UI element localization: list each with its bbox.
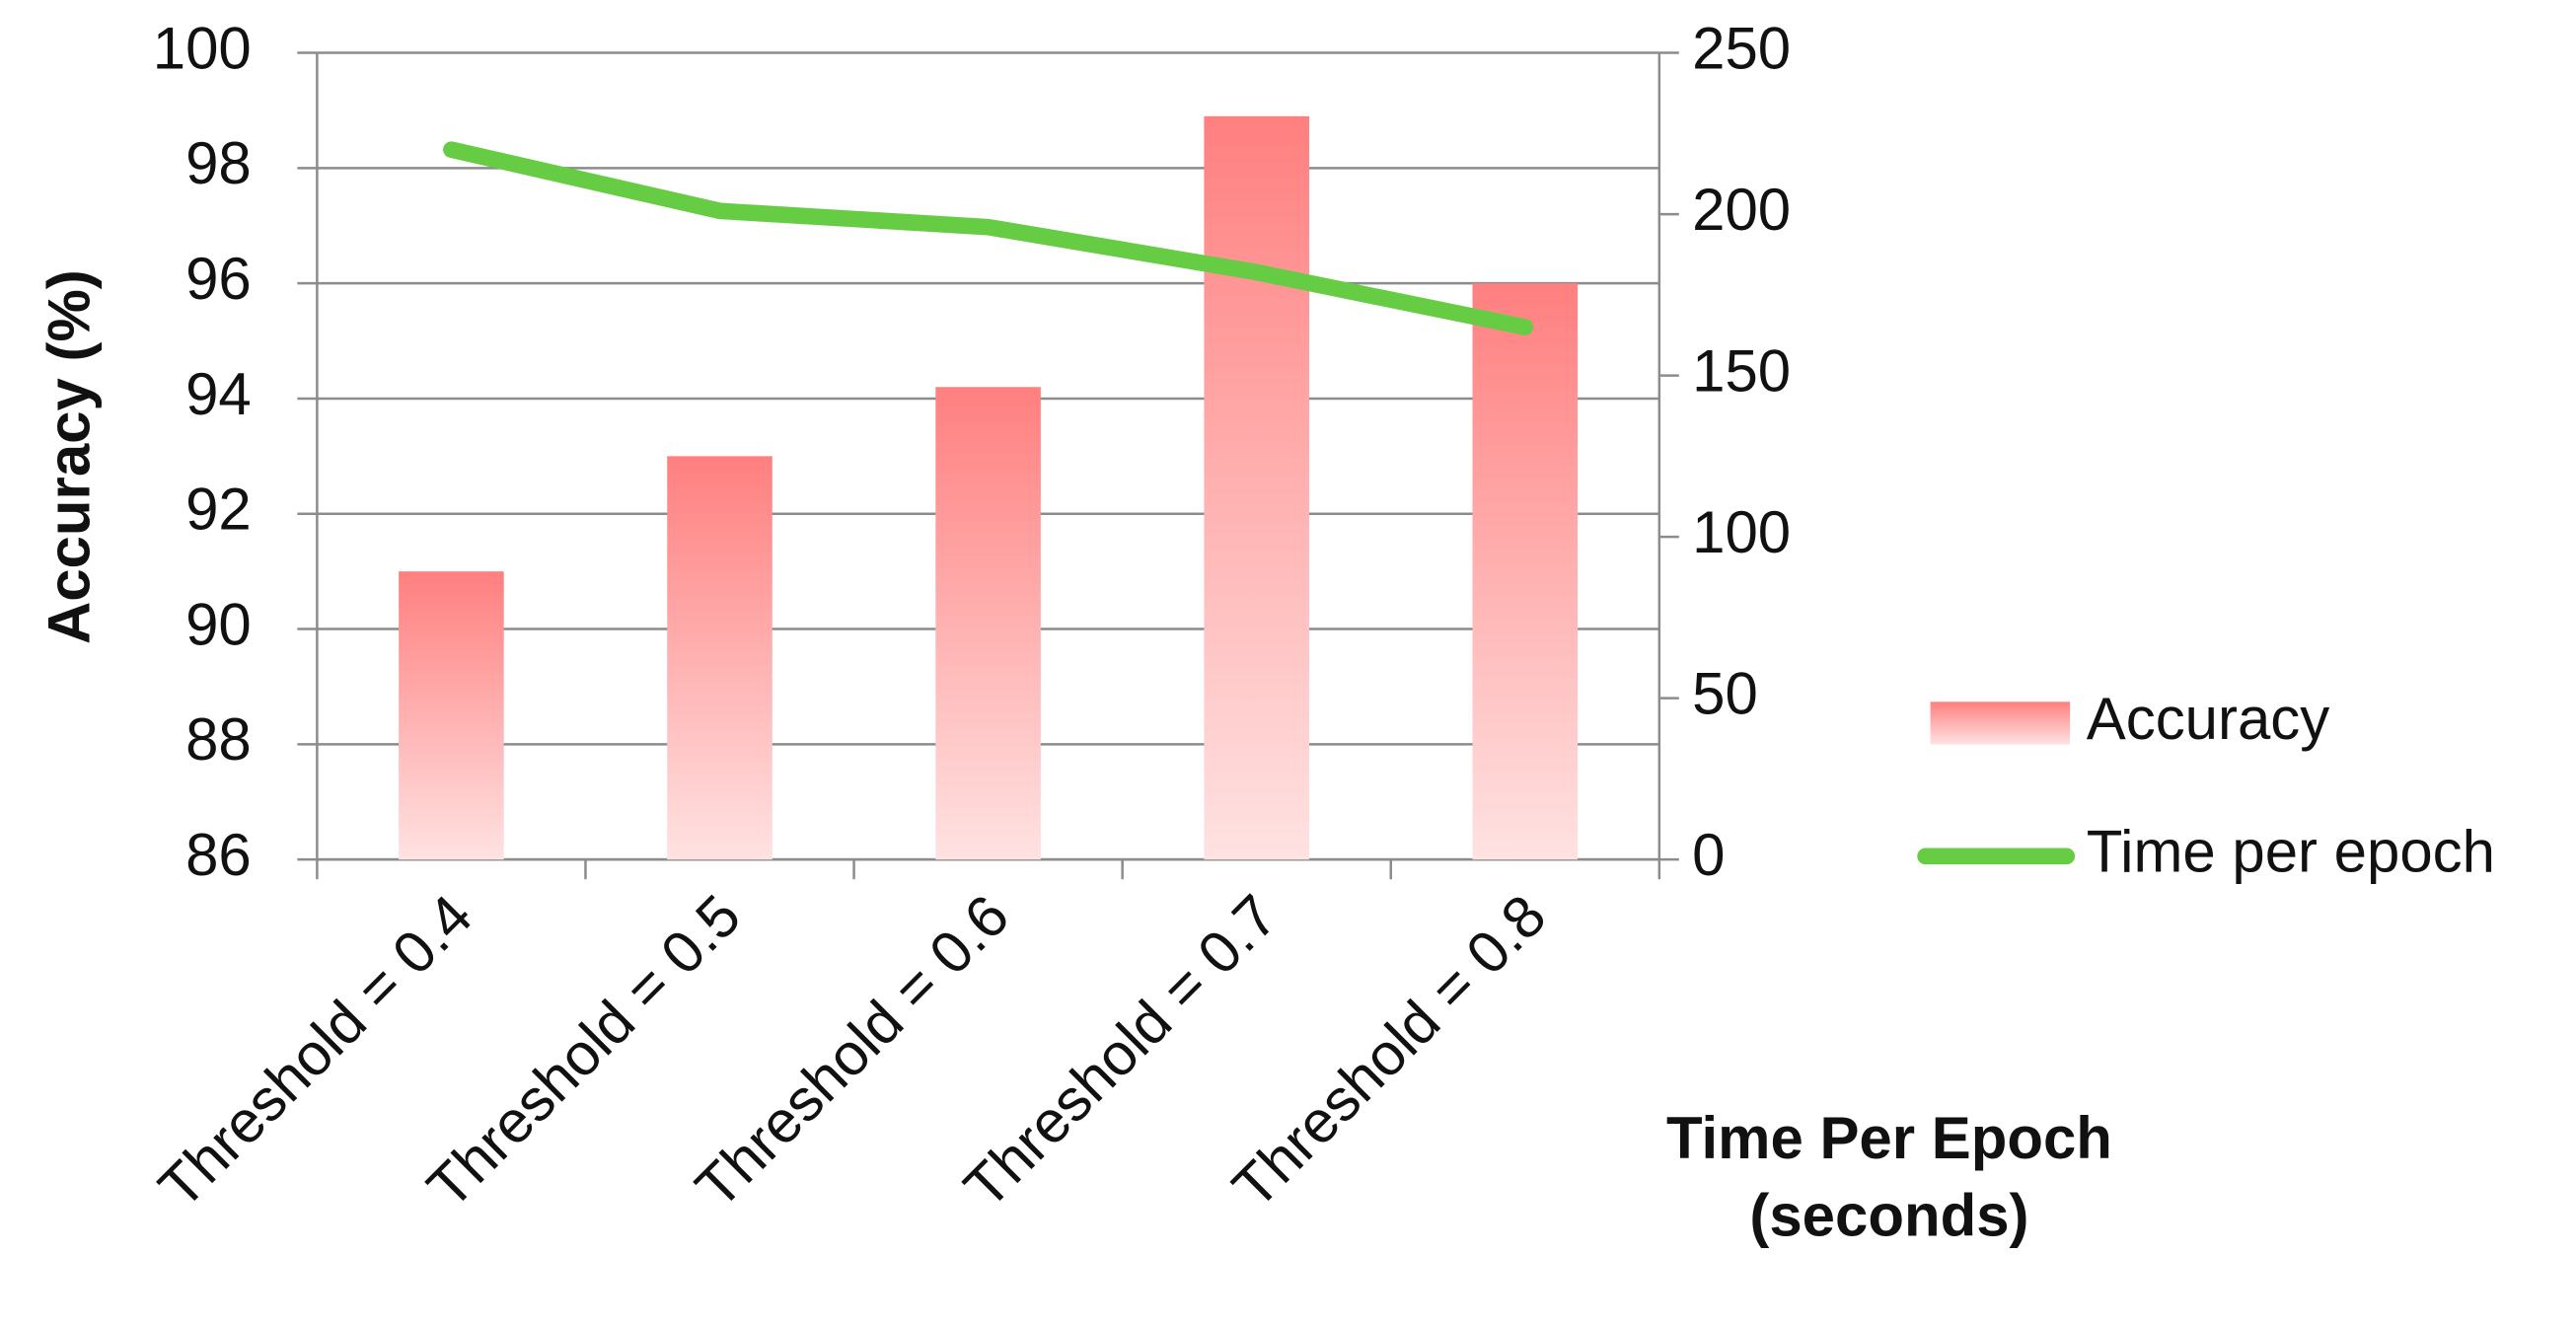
y2-tick-label: 250 xyxy=(1692,15,1791,81)
y-axis-title: Accuracy (%) xyxy=(37,269,103,644)
y2-axis-title: Time Per Epoch (seconds) xyxy=(1665,1104,2112,1249)
bar xyxy=(1472,283,1579,860)
bar xyxy=(399,571,504,860)
legend-label: Accuracy xyxy=(2087,686,2330,752)
bar xyxy=(667,456,773,860)
y-tick-label: 86 xyxy=(185,822,252,888)
y-tick-label: 96 xyxy=(185,246,252,312)
y-tick-label: 88 xyxy=(185,706,252,773)
y-tick-label: 98 xyxy=(185,130,252,196)
bar xyxy=(1204,115,1309,860)
y2-tick-label: 150 xyxy=(1692,337,1791,404)
legend-swatch xyxy=(1930,701,2071,745)
y-tick-label: 94 xyxy=(185,361,252,427)
y-tick-label: 90 xyxy=(185,591,252,657)
y2-tick-label: 0 xyxy=(1692,822,1725,888)
line xyxy=(443,141,1534,335)
y2-tick-label: 100 xyxy=(1692,499,1791,565)
y-tick-label: 100 xyxy=(153,15,252,81)
bar xyxy=(935,387,1041,860)
legend-label: Time per epoch xyxy=(2087,819,2495,885)
y2-tick-label: 200 xyxy=(1692,177,1791,243)
y-tick-label: 92 xyxy=(185,477,252,543)
y2-tick-label: 50 xyxy=(1692,660,1758,726)
y2-axis-title-box: Time Per Epoch (seconds) xyxy=(1665,1104,2112,1249)
